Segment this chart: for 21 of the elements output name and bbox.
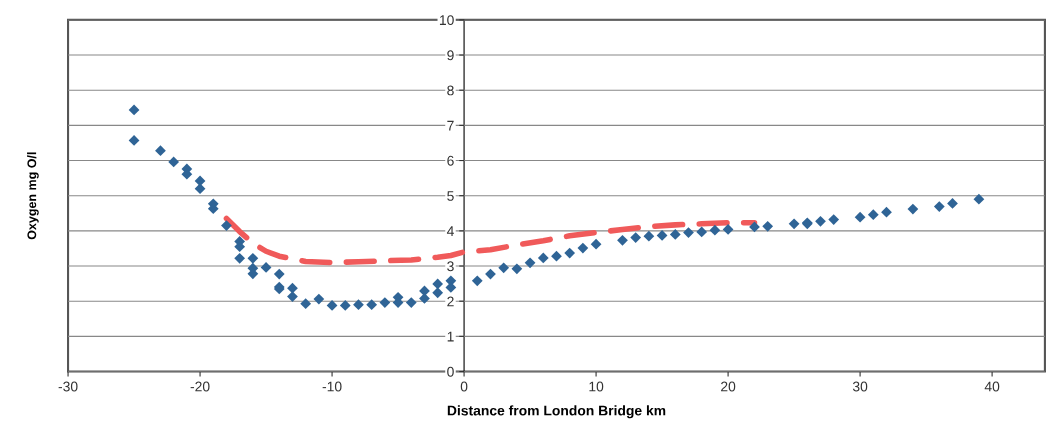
y-tick-label: 5 [447,191,454,201]
y-tick-label: 2 [447,296,454,307]
y-axis-title: Oxygen mg O/l [27,152,39,240]
x-tick-label: 20 [721,381,736,392]
y-tick-label: 7 [447,120,454,131]
x-tick-label: -20 [190,381,210,392]
y-tick-label: 1 [447,331,454,342]
y-tick-label: 4 [446,226,454,236]
y-tick-label: 3 [447,261,454,272]
x-tick-label: 10 [589,381,604,392]
x-tick-label: 0 [460,381,468,392]
x-tick-label: -30 [58,381,78,392]
y-tick-label: 8 [447,85,454,96]
x-tick-label: 40 [984,381,1000,392]
y-tick-label: 0 [447,366,454,377]
y-tick-label: 10 [439,15,454,26]
x-tick-label: -10 [322,381,342,392]
y-tick-label: 6 [447,155,454,166]
x-tick-label: 30 [852,381,868,392]
x-axis-title: Distance from London Bridge km [447,405,666,419]
y-tick-label: 9 [447,50,454,61]
